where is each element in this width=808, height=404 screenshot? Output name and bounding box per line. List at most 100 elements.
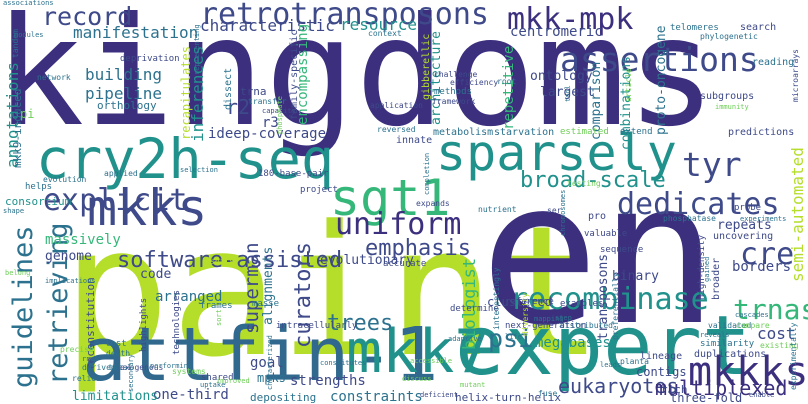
word-estimated: estimated bbox=[560, 127, 609, 137]
word-expert: expert bbox=[455, 299, 752, 394]
word-paint: paint bbox=[62, 188, 604, 397]
word-chromosomes: chromosomes bbox=[559, 189, 567, 236]
word-cascades: cascades bbox=[735, 311, 769, 319]
word-methods: methods bbox=[434, 87, 472, 97]
word-180-base-pair: 180-base-pair bbox=[258, 169, 329, 179]
word-distributed: distributed bbox=[560, 321, 613, 330]
word-trnas: trnas bbox=[733, 293, 808, 326]
word-helix-turn-helix: helix-turn-helix bbox=[455, 391, 561, 404]
word-broad-scale: broad-scale bbox=[520, 168, 666, 193]
word-mkkks: mkkks bbox=[688, 349, 808, 395]
word-deficient: deficient bbox=[420, 391, 458, 399]
word-pi: pi bbox=[20, 107, 35, 121]
word-largest: largest bbox=[540, 85, 595, 100]
word-interestingly: interestingly bbox=[492, 267, 501, 330]
word-mutant: mutant bbox=[460, 381, 486, 389]
word-rnas: rnas bbox=[82, 355, 99, 363]
word-application: application bbox=[370, 101, 423, 110]
word-gibberellic: gibberellic bbox=[421, 33, 432, 100]
word-uniform: uniform bbox=[335, 207, 462, 242]
word-retrotransposons: retrotransposons bbox=[200, 0, 489, 32]
word-applied: applied bbox=[104, 169, 138, 178]
word-sequence: sequence bbox=[600, 245, 644, 255]
word-resource: resource bbox=[340, 15, 418, 34]
word-uptake: uptake bbox=[200, 381, 226, 389]
word-determine: determine bbox=[450, 304, 499, 314]
word-discuss: discuss bbox=[402, 375, 432, 383]
word-probe: probe bbox=[734, 203, 762, 213]
word-innate: innate bbox=[396, 135, 433, 146]
word-assertions: assertions bbox=[560, 40, 759, 79]
word-adaptive: adaptive bbox=[448, 335, 482, 343]
word-lineage: lineage bbox=[640, 351, 683, 362]
word-code: code bbox=[140, 267, 172, 282]
word-tool: tool bbox=[564, 85, 572, 102]
word-predictions: predictions bbox=[728, 127, 795, 138]
word-consortium: consortium bbox=[5, 195, 72, 208]
word-strengths: strengths bbox=[290, 373, 366, 389]
word-proto-oncogene: proto-oncogene bbox=[654, 25, 669, 135]
word-evolutionary: evolutionary bbox=[320, 253, 414, 268]
word-depositing: depositing bbox=[250, 391, 317, 404]
word-telomeres: telomeres bbox=[670, 23, 719, 33]
word-pipeline: pipeline bbox=[85, 84, 163, 103]
word-gained: gained bbox=[703, 256, 711, 282]
word-derived: derived bbox=[82, 363, 116, 372]
word-r3: r3 bbox=[262, 115, 279, 131]
word-planta: planta bbox=[620, 357, 649, 366]
word-existing: existing bbox=[760, 341, 799, 350]
word-experimentally: experimentally bbox=[789, 322, 798, 390]
word-secondary: secondary bbox=[127, 354, 135, 392]
word-characterized: characterized bbox=[266, 335, 274, 390]
word-extend: extend bbox=[620, 127, 653, 137]
word-arranged: arranged bbox=[155, 289, 223, 305]
word-dissect: dissect bbox=[223, 67, 234, 110]
word-experiments: experiments bbox=[740, 215, 787, 223]
word-enable: enable bbox=[749, 391, 775, 399]
word-step: step bbox=[555, 314, 572, 322]
word-orthology: orthology bbox=[97, 99, 157, 112]
word-examples: examples bbox=[560, 299, 604, 309]
word-article: article bbox=[624, 68, 633, 102]
word-alignments: alignments bbox=[261, 246, 276, 325]
word-exogenous: exogenous bbox=[120, 363, 164, 372]
word-phylogenetic: phylogenetic bbox=[700, 32, 758, 41]
word-accessible: accessible bbox=[410, 357, 453, 365]
word-contigs: contigs bbox=[636, 365, 687, 379]
word-rich: rich bbox=[661, 383, 688, 396]
word-semi-automated: semi-automated bbox=[788, 147, 807, 282]
word-intracellularly: intracellularly bbox=[276, 321, 358, 331]
word-reversed: reversed bbox=[377, 125, 416, 134]
word-mkks: mkks bbox=[87, 179, 208, 237]
word-death: death bbox=[106, 349, 131, 358]
word-curators: curators bbox=[291, 242, 316, 348]
word-immunity: immunity bbox=[715, 103, 749, 111]
word-life: life bbox=[505, 333, 522, 341]
word-compare: compare bbox=[736, 321, 770, 330]
word-genome: genome bbox=[45, 249, 92, 264]
word-mkk9-induced: mkk9-induced bbox=[11, 88, 24, 168]
word-clustered: clustered bbox=[487, 295, 553, 309]
word-cost: cost bbox=[757, 324, 796, 343]
word-technologies: technologies bbox=[172, 289, 182, 355]
word-improved: improved bbox=[216, 377, 250, 385]
word-goal: goal bbox=[250, 355, 284, 371]
word-ser: ser bbox=[547, 206, 562, 215]
word-mkk7: mkk7 bbox=[346, 317, 491, 387]
word-helps: helps bbox=[25, 182, 53, 192]
word-lost: lost bbox=[105, 339, 127, 349]
word-preferentially: preferentially bbox=[611, 272, 620, 340]
word-phosphate: phosphate bbox=[276, 96, 284, 134]
word-one-third: one-third bbox=[153, 387, 229, 403]
word-constraints: constraints bbox=[330, 389, 423, 404]
word-family-specific: family-specific bbox=[289, 29, 300, 120]
word-transfer: transfer bbox=[248, 97, 287, 106]
word-expands: expands bbox=[416, 199, 450, 208]
word-recapitulates: recapitulates bbox=[179, 46, 193, 140]
word-sgt1: sgt1 bbox=[330, 169, 451, 227]
word-root: root bbox=[497, 77, 517, 86]
word-shape: shape bbox=[3, 207, 25, 215]
word-soils: soils bbox=[210, 257, 235, 266]
word-pro: pro bbox=[588, 211, 607, 222]
word-trees: trees bbox=[327, 311, 394, 336]
